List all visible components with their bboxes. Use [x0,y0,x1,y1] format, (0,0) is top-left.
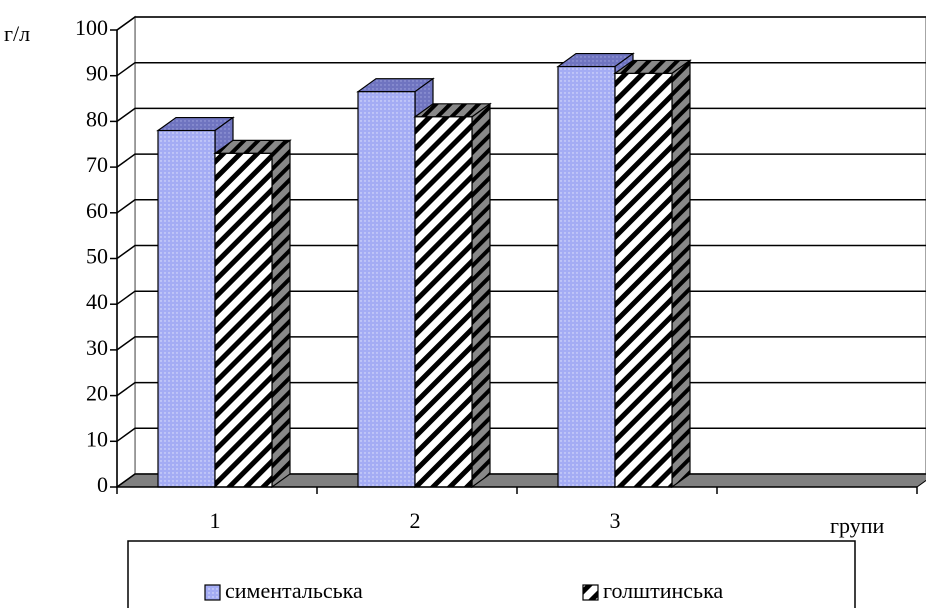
y-axis-label: г/л [4,21,30,46]
x-tick-label: 1 [210,508,221,533]
y-tick-label: 20 [86,381,108,406]
y-tick-label: 80 [86,106,108,131]
bar [614,72,673,488]
y-tick-label: 70 [86,152,108,177]
plot-area [110,15,926,494]
bar-side [471,102,491,489]
y-tick-label: 30 [86,335,108,360]
legend-swatch [582,584,599,601]
bar-side [271,139,291,489]
bar [214,152,273,488]
legend-label: голштинська [603,578,723,603]
x-axis-label: групи [830,513,885,538]
x-tick-label: 3 [610,508,621,533]
grid-line [116,16,926,31]
y-tick-label: 0 [97,472,108,497]
y-tick-label: 50 [86,244,108,269]
y-tick-label: 40 [86,289,108,314]
bars [156,52,692,489]
y-tick-label: 10 [86,426,108,451]
bar [157,129,216,488]
bar-side [671,59,691,489]
y-tick-label: 90 [86,61,108,86]
y-tick-label: 100 [75,15,108,40]
legend [127,540,856,608]
bar [557,65,616,488]
bar [414,116,473,488]
legend-swatch [204,584,221,601]
bar [357,91,416,488]
legend-label: симентальська [225,578,363,603]
x-tick-label: 2 [410,508,421,533]
y-tick-label: 60 [86,198,108,223]
